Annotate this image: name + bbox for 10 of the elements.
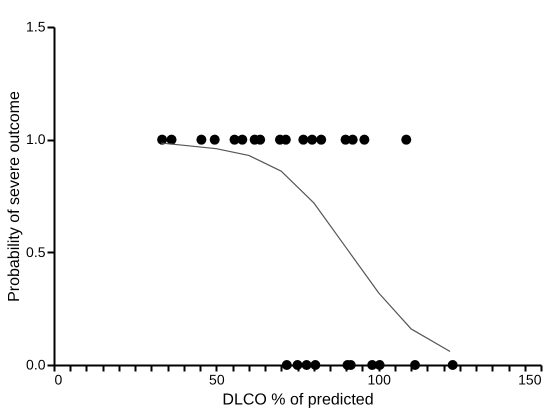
y-axis-title: Probability of severe outcome	[6, 91, 24, 302]
y-tick-label: 1.0	[26, 131, 46, 148]
x-axis-title: DLCO % of predicted	[222, 392, 374, 408]
y-tick-label: 1.5	[26, 18, 46, 34]
y-tick-label: 0.5	[26, 244, 46, 260]
x-tick-label: 0	[54, 372, 62, 388]
y-tick-label: 0.0	[26, 356, 46, 372]
x-tick-label: 150	[518, 372, 542, 388]
x-tick-label: 50	[209, 372, 225, 388]
x-tick-label: 100	[367, 372, 392, 388]
